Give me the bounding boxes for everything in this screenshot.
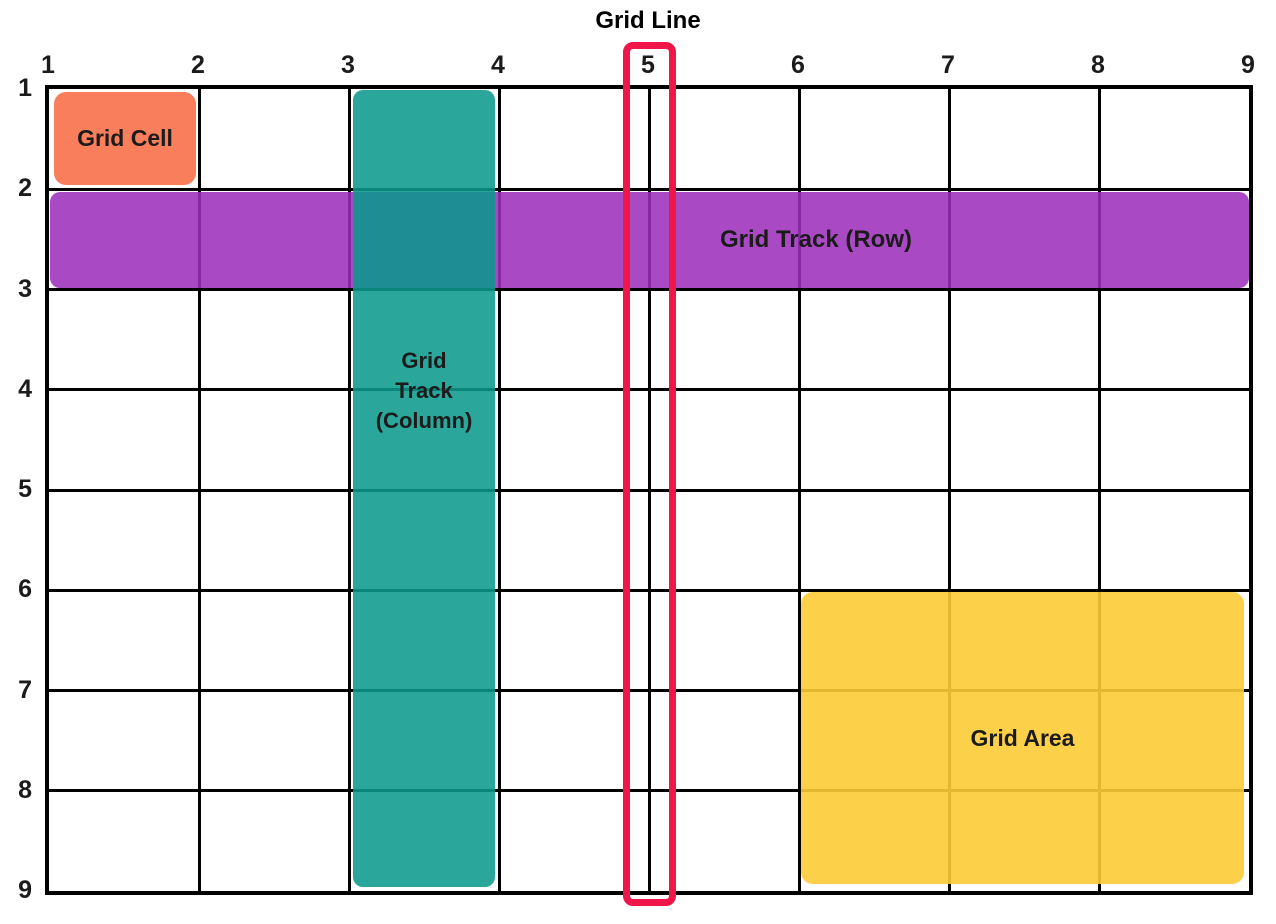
grid-column-line [947, 89, 951, 891]
grid-column-line [797, 89, 801, 891]
column-line-number: 7 [941, 51, 955, 79]
grid-column-line [1097, 89, 1101, 891]
grid-track-column-label: Grid Track (Column) [353, 346, 495, 436]
row-line-number: 4 [18, 374, 32, 403]
column-line-number: 9 [1241, 51, 1255, 79]
grid-row-line [49, 488, 1249, 492]
column-line-number: 5 [641, 51, 655, 79]
grid-track-column-highlight [353, 90, 495, 887]
column-line-number: 4 [491, 51, 505, 79]
row-line-number: 6 [18, 575, 32, 604]
grid-cell-label: Grid Cell [77, 125, 173, 151]
grid-row-line [49, 689, 1249, 692]
grid-cell-highlight: Grid Cell [54, 92, 196, 185]
row-line-number: 2 [18, 174, 32, 203]
grid-lines [49, 89, 1249, 891]
grid-row-line [49, 789, 1249, 793]
grid-track-column-label-line1: Grid [401, 348, 447, 373]
grid-track-row-highlight [50, 192, 1249, 288]
grid-line-marker [623, 42, 676, 906]
grid-track-row-label: Grid Track (Row) [719, 226, 913, 253]
row-line-number: 1 [18, 74, 32, 102]
row-line-number: 9 [18, 876, 32, 904]
row-line-number: 7 [18, 675, 32, 704]
row-line-number: 5 [18, 475, 32, 503]
column-line-number: 3 [341, 51, 355, 79]
row-line-number: 8 [18, 775, 32, 804]
grid-line-title: Grid Line [595, 7, 701, 34]
grid-row-line [49, 588, 1249, 592]
row-line-number: 3 [18, 274, 32, 303]
grid-area-label: Grid Area [970, 724, 1075, 751]
grid-area-highlight: Grid Area [801, 592, 1244, 884]
column-line-number: 2 [191, 51, 205, 79]
grid-track-column-label-line2: Track [395, 378, 453, 403]
grid-frame [45, 85, 1253, 895]
column-line-number: 1 [41, 51, 55, 79]
grid-track-column-label-line3: (Column) [375, 408, 473, 433]
column-line-number: 6 [791, 51, 805, 79]
column-line-number: 8 [1091, 51, 1105, 79]
